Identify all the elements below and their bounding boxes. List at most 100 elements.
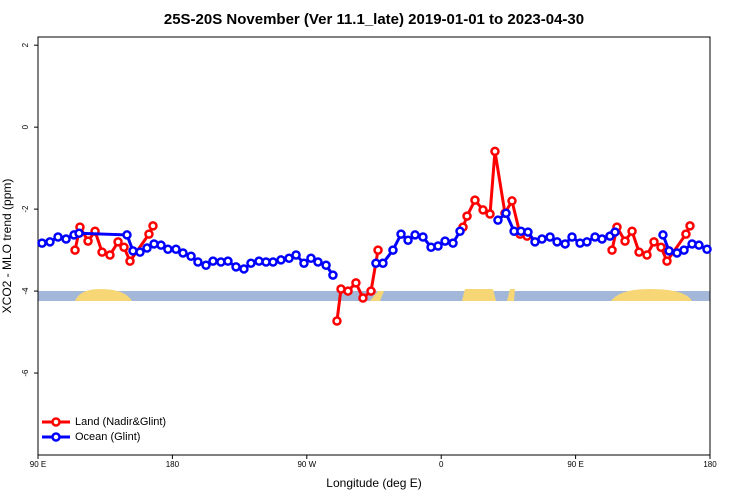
point <box>358 293 368 303</box>
point <box>597 234 607 244</box>
point <box>343 286 353 296</box>
point <box>642 250 652 260</box>
point <box>97 247 107 257</box>
legend-marker <box>51 432 61 442</box>
point <box>507 196 517 206</box>
x-tick-label: 0 <box>439 460 444 469</box>
point <box>276 255 286 265</box>
point <box>246 258 256 268</box>
point <box>208 256 218 266</box>
point <box>37 238 47 248</box>
point <box>418 232 428 242</box>
point <box>321 260 331 271</box>
point <box>156 240 166 250</box>
point <box>620 236 630 246</box>
land-mask-strip <box>38 289 710 301</box>
point <box>485 209 495 219</box>
x-tick-label: 90 W <box>297 460 316 469</box>
point <box>53 232 63 242</box>
point <box>45 237 55 247</box>
point <box>332 316 342 326</box>
point <box>702 244 712 255</box>
point <box>122 230 132 240</box>
point <box>74 228 84 239</box>
point <box>328 270 338 280</box>
point <box>440 236 450 246</box>
point <box>148 221 158 231</box>
point <box>455 226 465 236</box>
point <box>83 236 93 246</box>
point <box>582 237 592 247</box>
point <box>135 247 145 257</box>
point <box>537 234 547 244</box>
y-tick-label: -2 <box>21 205 30 213</box>
point <box>113 237 123 247</box>
point <box>634 247 644 257</box>
point <box>186 251 196 261</box>
point <box>493 215 503 225</box>
point <box>142 243 152 253</box>
y-tick-label: 0 <box>21 124 30 129</box>
point <box>433 241 443 251</box>
legend-marker <box>51 417 61 427</box>
chart-title: 25S-20S November (Ver 11.1_late) 2019-01… <box>164 11 584 28</box>
point <box>681 229 691 239</box>
point <box>694 240 704 250</box>
x-tick-label: 180 <box>703 460 717 469</box>
point <box>178 248 188 258</box>
point <box>373 245 383 255</box>
point <box>627 226 637 236</box>
x-tick-label: 180 <box>166 460 180 469</box>
point <box>299 258 309 268</box>
point <box>223 256 233 266</box>
point <box>239 264 249 274</box>
point <box>119 242 129 252</box>
y-tick-label: 2 <box>21 42 30 47</box>
x-tick-label: 90 E <box>567 460 583 469</box>
point <box>306 253 316 264</box>
point <box>396 229 406 239</box>
point <box>291 250 301 260</box>
point <box>378 258 388 268</box>
y-axis-label: XCO2 - MLO trend (ppm) <box>0 179 14 314</box>
point <box>658 230 668 240</box>
point <box>284 253 294 264</box>
point <box>410 230 420 240</box>
point <box>552 237 562 247</box>
x-axis-label: Longitude (deg E) <box>326 476 421 490</box>
point <box>649 237 659 247</box>
point <box>313 257 323 267</box>
legend-label: Land (Nadir&Glint) <box>75 416 166 428</box>
point <box>201 260 211 271</box>
point <box>607 245 617 255</box>
point <box>125 256 135 266</box>
point <box>388 245 398 255</box>
point <box>662 256 672 266</box>
point <box>61 234 71 244</box>
point <box>163 244 173 255</box>
point <box>470 195 480 205</box>
point <box>685 221 695 231</box>
point <box>105 250 115 260</box>
point <box>70 245 80 255</box>
point <box>366 286 376 296</box>
point <box>545 232 555 242</box>
point <box>523 227 533 237</box>
point <box>656 242 666 252</box>
y-tick-label: -4 <box>21 287 30 295</box>
point <box>490 146 500 157</box>
point <box>478 205 488 215</box>
point <box>268 257 278 267</box>
point <box>567 232 577 242</box>
point <box>144 229 154 239</box>
point <box>610 227 620 237</box>
point <box>501 208 511 218</box>
point <box>462 211 472 221</box>
point <box>351 278 361 288</box>
point <box>403 235 413 246</box>
point <box>171 244 181 255</box>
x-tick-label: 90 E <box>30 460 46 469</box>
y-tick-label: -6 <box>21 369 30 377</box>
legend-label: Ocean (Glint) <box>75 431 140 443</box>
